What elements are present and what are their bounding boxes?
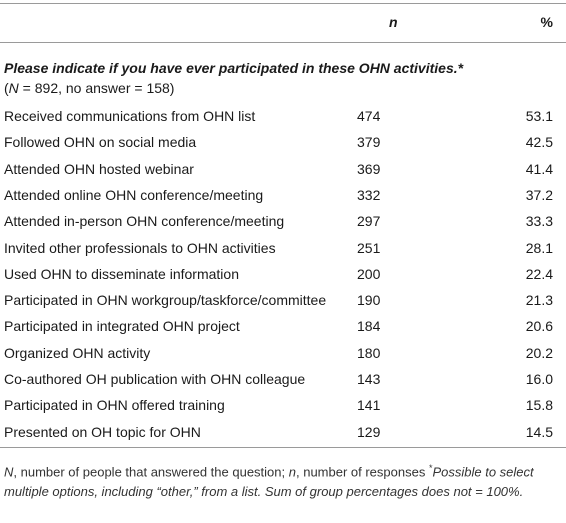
row-percent: 22.4 [525,265,553,282]
row-label: Participated in OHN workgroup/taskforce/… [4,292,327,309]
row-label: Presented on OH topic for OHN [4,423,201,440]
header-pct: % [540,14,553,30]
row-count: 332 [357,186,381,203]
row-count: 184 [357,318,381,335]
row-percent: 16.0 [525,371,553,387]
row-count: 251 [357,239,381,256]
row-percent: 15.8 [525,397,553,414]
row-count: 369 [357,160,381,177]
row-label: Participated in OHN offered training [4,397,225,414]
row-percent: 42.5 [525,134,553,151]
row-percent: 20.2 [525,344,553,361]
row-label: Followed OHN on social media [4,134,197,151]
row-label: Received communications from OHN list [4,108,256,124]
row-label: Participated in integrated OHN project [4,318,240,335]
row-count: 190 [357,292,381,309]
footnote-part: Possible to select multiple options, inc… [4,464,534,500]
row-label: Attended OHN hosted webinar [4,160,194,177]
row-count: 297 [357,213,381,230]
top-rule [0,3,566,4]
bottom-rule [0,447,566,448]
row-label: Invited other professionals to OHN activ… [4,239,276,256]
footnote-part: , number of people that answered the que… [13,464,289,480]
subtitle-part: N [8,80,19,96]
row-label: Attended online OHN conference/meeting [4,186,264,203]
header-n: n [389,14,398,30]
row-count: 180 [357,344,381,361]
row-percent: 21.3 [525,292,553,309]
row-label: Organized OHN activity [4,344,151,361]
row-count: 141 [357,397,381,414]
row-percent: 20.6 [525,318,553,335]
row-percent: 41.4 [525,160,553,177]
footnote: N, number of people that answered the qu… [4,458,560,502]
subtitle-part: = 892, no answer = 158) [18,80,175,96]
row-count: 474 [357,108,381,124]
row-count: 200 [357,265,381,282]
footnote-part: * [428,463,433,473]
row-percent: 37.2 [525,186,553,203]
row-label: Co-authored OH publication with OHN coll… [4,371,306,387]
footnote-part: N [4,464,14,480]
row-count: 129 [357,423,381,440]
row-count: 143 [357,371,381,387]
row-label: Used OHN to disseminate information [4,265,239,282]
subtitle-part: ( [4,80,9,96]
row-percent: 33.3 [525,213,553,230]
footnote-part: n [288,464,296,480]
section-title: Please indicate if you have ever partici… [4,60,464,76]
row-percent: 53.1 [525,108,553,124]
row-label: Attended in-person OHN conference/meetin… [4,213,285,230]
header-rule [0,42,566,43]
row-count: 379 [357,134,381,151]
footnote-part: , number of responses [295,464,429,480]
row-percent: 14.5 [525,423,553,440]
row-percent: 28.1 [525,239,553,256]
section-subtitle: (N = 892, no answer = 158) [4,79,174,97]
